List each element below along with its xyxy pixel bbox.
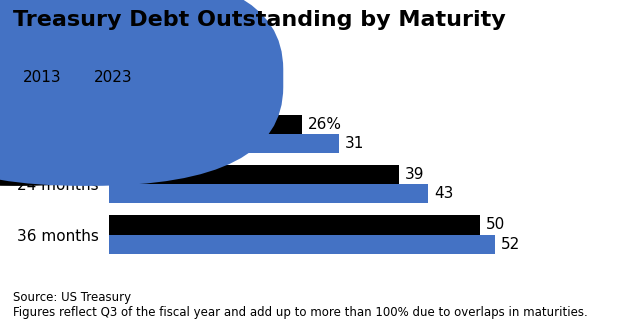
Text: 43: 43 <box>435 186 454 201</box>
Bar <box>109 134 339 153</box>
Text: Source: US Treasury
Figures reflect Q3 of the fiscal year and add up to more tha: Source: US Treasury Figures reflect Q3 o… <box>13 291 588 319</box>
Text: Treasury Debt Outstanding by Maturity: Treasury Debt Outstanding by Maturity <box>13 10 506 30</box>
Bar <box>109 235 495 254</box>
Bar <box>109 115 302 134</box>
Text: 31: 31 <box>345 136 365 151</box>
Bar <box>109 215 481 235</box>
Text: 2023: 2023 <box>93 70 132 85</box>
Text: 50: 50 <box>486 217 506 233</box>
Bar <box>109 165 399 184</box>
Text: 26%: 26% <box>308 117 342 132</box>
Bar <box>109 184 428 203</box>
Text: 2013: 2013 <box>23 70 62 85</box>
Text: 52: 52 <box>501 237 520 252</box>
Text: 39: 39 <box>404 167 424 182</box>
